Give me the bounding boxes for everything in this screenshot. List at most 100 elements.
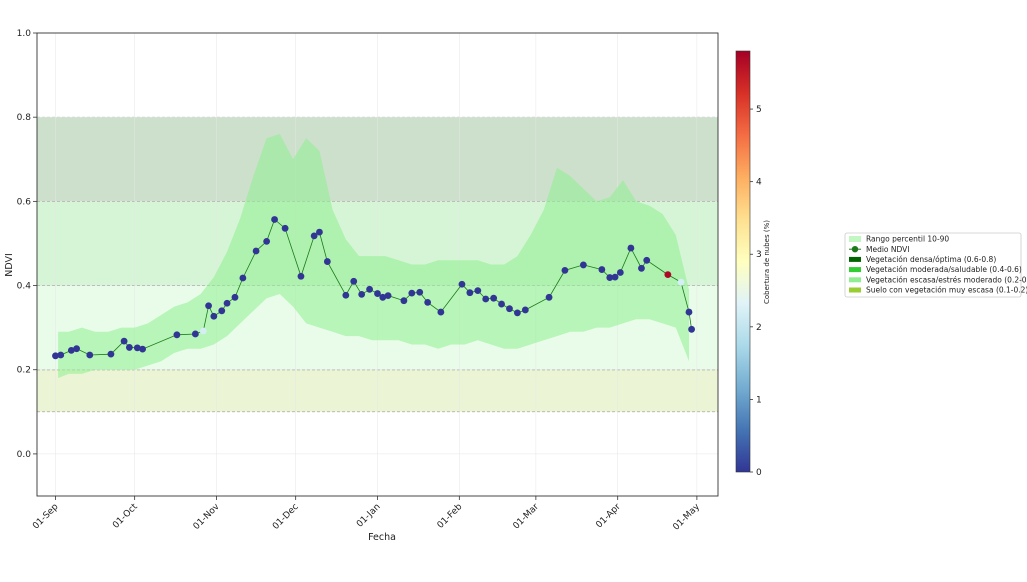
ndvi-point [252, 247, 260, 255]
colorbar-tick-label: 4 [756, 178, 762, 188]
ndvi-point [125, 344, 133, 351]
legend-entry: Vegetación escasa/estrés moderado (0.2-0… [866, 275, 1027, 284]
ndvi-point [545, 293, 553, 301]
ndvi-point [358, 290, 366, 298]
ndvi-point [400, 297, 408, 305]
colorbar-tick-label: 5 [756, 105, 762, 115]
y-tick-label: 0.4 [17, 282, 32, 292]
y-tick-label: 0.2 [17, 366, 31, 376]
ndvi-point [416, 288, 424, 296]
colorbar-tick-label: 0 [756, 468, 762, 478]
x-tick-label: 01-Dec [271, 502, 301, 532]
ndvi-point [606, 274, 614, 281]
ndvi-point [482, 295, 490, 303]
ndvi-point [218, 307, 226, 315]
x-tick-label: 01-Apr [594, 502, 623, 531]
ndvi-point [611, 273, 619, 281]
ndvi-point [424, 298, 432, 306]
ndvi-point [271, 216, 278, 223]
ndvi-point [664, 271, 672, 279]
ndvi-point [173, 331, 181, 339]
ndvi-point [688, 325, 696, 333]
ndvi-point [210, 312, 218, 320]
ndvi-point [199, 327, 207, 335]
ndvi-point [561, 266, 569, 274]
ndvi-point [579, 261, 587, 269]
legend-swatch-band [849, 256, 861, 262]
y-tick-label: 1.0 [17, 29, 32, 39]
ndvi-point [310, 232, 318, 240]
ndvi-point [506, 305, 513, 313]
legend-entry: Rango percentil 10-90 [866, 235, 949, 244]
ndvi-point [120, 337, 128, 345]
legend-swatch-percentile [849, 236, 861, 242]
ndvi-point [350, 277, 358, 285]
ndvi-point [458, 280, 466, 288]
ndvi-point [384, 292, 392, 300]
legend-swatch-band [849, 267, 861, 273]
ndvi-point [73, 345, 80, 353]
ndvi-point [107, 350, 115, 358]
x-axis-label: Fecha [368, 532, 396, 543]
legend-box [844, 232, 1022, 298]
ndvi-point [638, 264, 645, 272]
ndvi-point [437, 308, 445, 316]
legend-entry: Vegetación moderada/saludable (0.4-0.6) [866, 265, 1022, 274]
ndvi-point [57, 351, 65, 359]
ndvi-point [366, 285, 373, 293]
x-tick-label: 01-Jan [355, 502, 383, 530]
y-tick-label: 0.8 [17, 113, 32, 123]
x-tick-label: 01-Oct [111, 502, 140, 531]
ndvi-point [374, 290, 381, 297]
ndvi-point [263, 237, 271, 245]
x-tick-label: 01-May [671, 502, 702, 533]
colorbar-tick-label: 3 [756, 250, 762, 260]
ndvi-point [598, 266, 606, 273]
ndvi-point [513, 309, 521, 317]
ndvi-point [316, 228, 323, 236]
y-tick-label: 0.6 [17, 197, 32, 207]
ndvi-point [281, 224, 289, 232]
ndvi-point [139, 345, 146, 353]
legend-entry: Vegetación densa/óptima (0.6-0.8) [866, 255, 996, 264]
x-tick-label: 01-Mar [512, 502, 542, 532]
legend-entry: Medio NDVI [866, 245, 910, 254]
ndvi-point [521, 306, 529, 314]
ndvi-point [52, 352, 59, 360]
ndvi-point [191, 330, 199, 338]
ndvi-point [474, 287, 482, 294]
ndvi-point [239, 274, 247, 282]
ndvi-point [231, 293, 239, 301]
x-tick-label: 01-Feb [436, 502, 465, 531]
ndvi-point [205, 302, 212, 310]
colorbar-tick-label: 2 [756, 323, 762, 333]
ndvi-point [685, 308, 693, 316]
legend-swatch-marker [851, 246, 859, 253]
colorbar-label: Cobertura de nubes (%) [763, 220, 771, 304]
ndvi-point [223, 299, 231, 307]
ndvi-point [379, 293, 387, 301]
legend-entry: Suelo con vegetación muy escasa (0.1-0.2… [866, 286, 1027, 295]
ndvi-point [323, 258, 331, 265]
ndvi-point [67, 346, 75, 354]
x-tick-label: 01-Nov [192, 502, 222, 532]
ndvi-point [86, 351, 94, 359]
ndvi-point [627, 244, 635, 252]
ndvi-point [408, 289, 416, 297]
ndvi-point [616, 269, 624, 276]
legend-swatch-band [849, 287, 861, 293]
ndvi-point [643, 256, 651, 264]
legend-swatch-band [849, 277, 861, 283]
ndvi-point [133, 344, 141, 352]
colorbar-tick-label: 1 [756, 395, 762, 405]
ndvi-point [342, 291, 350, 299]
ndvi-point [490, 294, 498, 302]
x-tick-label: 01-Sep [31, 502, 61, 532]
colorbar [735, 50, 751, 473]
y-tick-label: 0.0 [17, 450, 32, 460]
ndvi-point [297, 272, 305, 280]
ndvi-point [498, 300, 505, 308]
